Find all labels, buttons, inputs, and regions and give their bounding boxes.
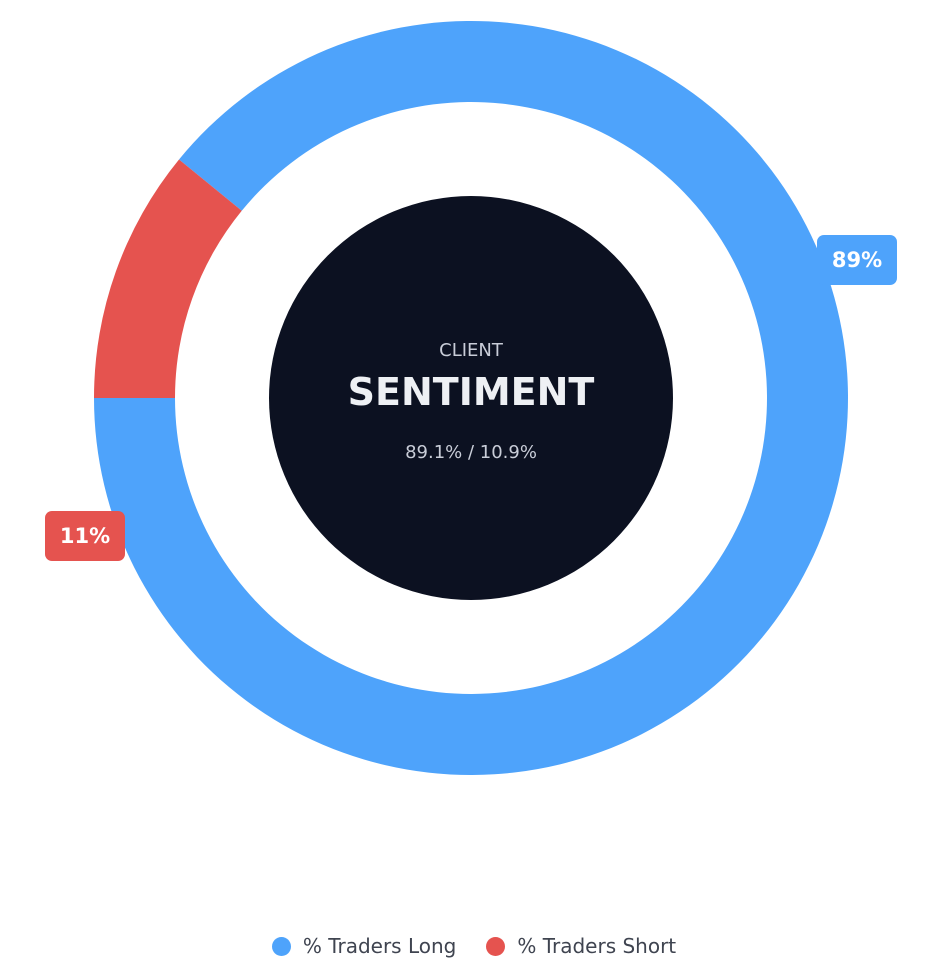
slice-label-text: 11% <box>60 524 110 548</box>
center-label-ratio: 89.1% / 10.9% <box>405 442 537 463</box>
slice-label-badge <box>817 235 897 285</box>
legend-label-short: % Traders Short <box>517 934 677 958</box>
slice-label-text: 89% <box>832 248 882 272</box>
donut-slices <box>94 20 848 775</box>
chart-legend: % Traders Long % Traders Short <box>0 934 948 958</box>
legend-label-long: % Traders Long <box>302 934 457 958</box>
slice-short[interactable] <box>94 159 242 398</box>
legend-item-short[interactable]: % Traders Short <box>486 934 676 958</box>
slice-label-long: 89% <box>817 235 897 285</box>
center-label-client: CLIENT <box>439 340 504 361</box>
sentiment-donut-chart: CLIENT SENTIMENT 89.1% / 10.9% 89% 11% <box>45 20 897 775</box>
slice-label-badge <box>45 511 125 561</box>
slice-label-short: 11% <box>45 511 125 561</box>
slice-labels: 89% 11% <box>45 235 897 561</box>
center-circle <box>269 196 673 600</box>
legend-swatch-short <box>486 936 506 956</box>
center-label-sentiment: SENTIMENT <box>348 370 595 414</box>
legend-item-long[interactable]: % Traders Long <box>271 934 457 958</box>
legend-swatch-long <box>271 936 291 956</box>
